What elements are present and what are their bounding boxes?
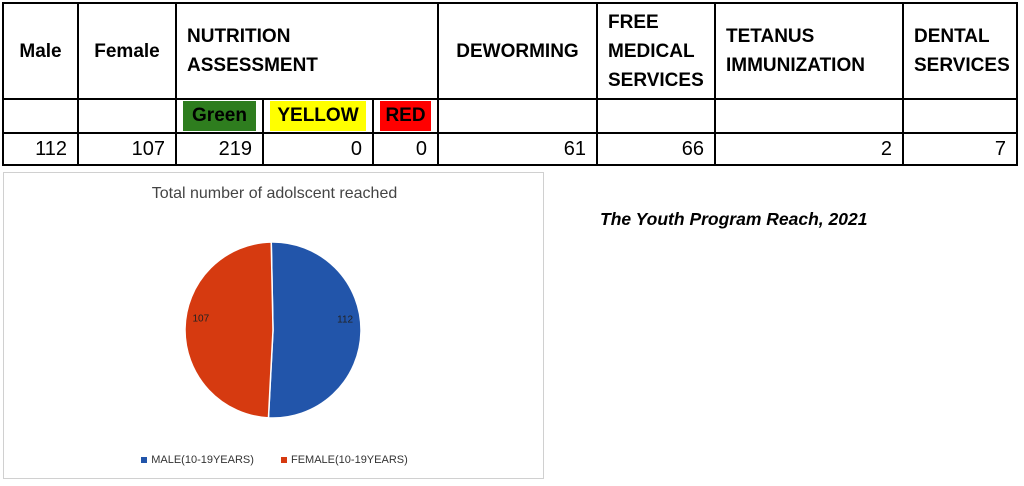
legend-item-female: FEMALE(10-19YEARS): [281, 454, 408, 466]
header-dental-services: DENTAL SERVICES: [902, 2, 1018, 100]
pie-slice-female: [184, 241, 274, 419]
header-male: Male: [2, 2, 79, 100]
blank-cell: [2, 98, 79, 134]
blank-cell: [714, 98, 904, 134]
data-label-female: 107: [193, 314, 210, 325]
chart-legend: MALE(10-19YEARS) FEMALE(10-19YEARS): [4, 454, 545, 466]
blank-cell: [902, 98, 1018, 134]
header-nutrition-assessment: NUTRITION ASSESSMENT: [175, 2, 439, 100]
nutrition-red-label: RED: [372, 98, 439, 134]
value-female: 107: [77, 132, 177, 166]
pie-slice-male: [267, 241, 362, 419]
header-deworming: DEWORMING: [437, 2, 598, 100]
data-label-male: 112: [337, 314, 353, 325]
blank-cell: [596, 98, 716, 134]
value-male: 112: [2, 132, 79, 166]
value-green: 219: [175, 132, 264, 166]
nutrition-yellow-label: YELLOW: [262, 98, 374, 134]
legend-swatch-male: [141, 457, 148, 464]
blank-cell: [437, 98, 598, 134]
header-tetanus-immunization: TETANUS IMMUNIZATION: [714, 2, 904, 100]
nutrition-green-label: Green: [175, 98, 264, 134]
value-tetanus: 2: [714, 132, 904, 166]
chart-title: Total number of adolscent reached: [151, 185, 398, 202]
pie-chart: 112 107: [184, 241, 362, 419]
value-red: 0: [372, 132, 439, 166]
header-free-medical-services: FREE MEDICAL SERVICES: [596, 2, 716, 100]
value-deworming: 61: [437, 132, 598, 166]
legend-swatch-female: [281, 457, 287, 464]
figure-caption: The Youth Program Reach, 2021: [600, 209, 868, 229]
header-female: Female: [77, 2, 177, 100]
value-dental: 7: [902, 132, 1018, 166]
pie-chart-panel: Total number of adolscent reached 112 107…: [3, 172, 544, 479]
value-yellow: 0: [262, 132, 374, 166]
value-free-medical: 66: [596, 132, 716, 166]
reach-table: Male Female NUTRITION ASSESSMENT DEWORMI…: [2, 2, 1018, 166]
blank-cell: [77, 98, 177, 134]
legend-item-male: MALE(10-19YEARS): [141, 454, 254, 466]
